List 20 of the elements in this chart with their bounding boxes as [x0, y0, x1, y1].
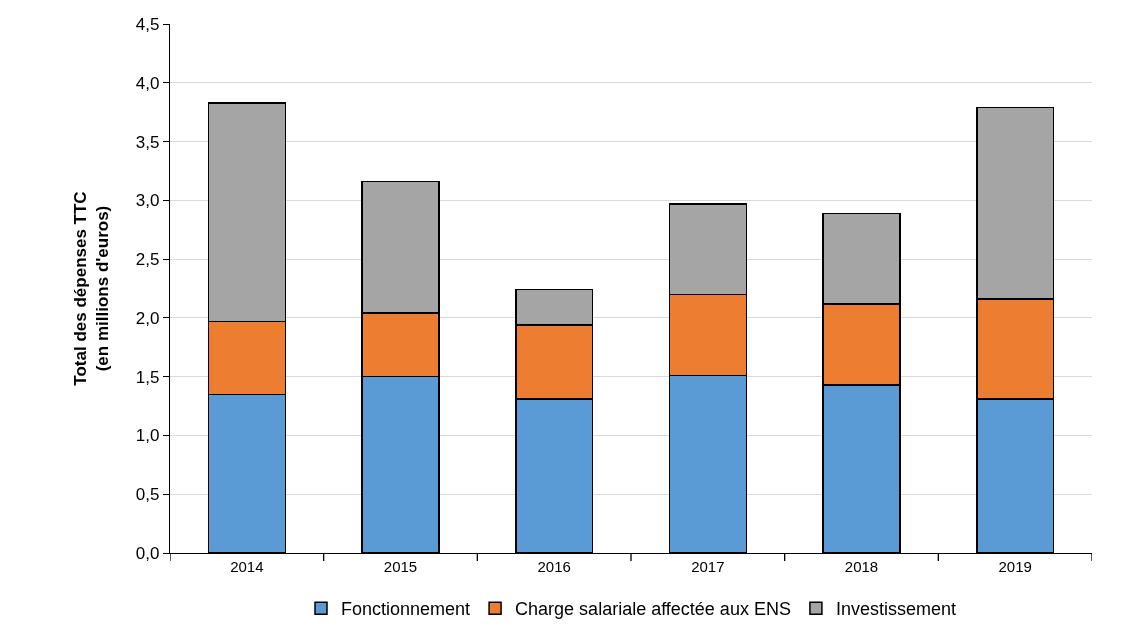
- y-tick-label: 4,0: [135, 73, 160, 93]
- y-tick-label: 3,0: [135, 191, 160, 211]
- x-tick-label: 2018: [844, 558, 879, 576]
- y-tick-label: 0,5: [135, 485, 160, 505]
- y-axis-title: Total des dépenses TTC (en millions d'euros): [71, 191, 113, 386]
- x-tick-label: 2019: [998, 558, 1032, 576]
- y-tick-label: 4,5: [135, 14, 160, 34]
- legend-label: Investissement: [835, 599, 956, 620]
- legend-label: Fonctionnement: [341, 599, 471, 620]
- y-tick-label: 3,5: [135, 132, 160, 152]
- y-tick-label: 1,0: [135, 426, 160, 446]
- x-tick-label: 2014: [230, 558, 264, 576]
- x-tick-label: 2017: [691, 558, 725, 576]
- y-tick-label: 2,5: [135, 250, 160, 270]
- y-tick-label: 2,0: [135, 308, 160, 328]
- x-tick-label: 2015: [383, 558, 418, 576]
- y-tick-label: 0,0: [135, 543, 160, 563]
- x-tick-label: 2016: [537, 558, 571, 576]
- legend-label: Charge salariale affectée aux ENS: [515, 599, 791, 620]
- y-tick-label: 1,5: [135, 367, 160, 387]
